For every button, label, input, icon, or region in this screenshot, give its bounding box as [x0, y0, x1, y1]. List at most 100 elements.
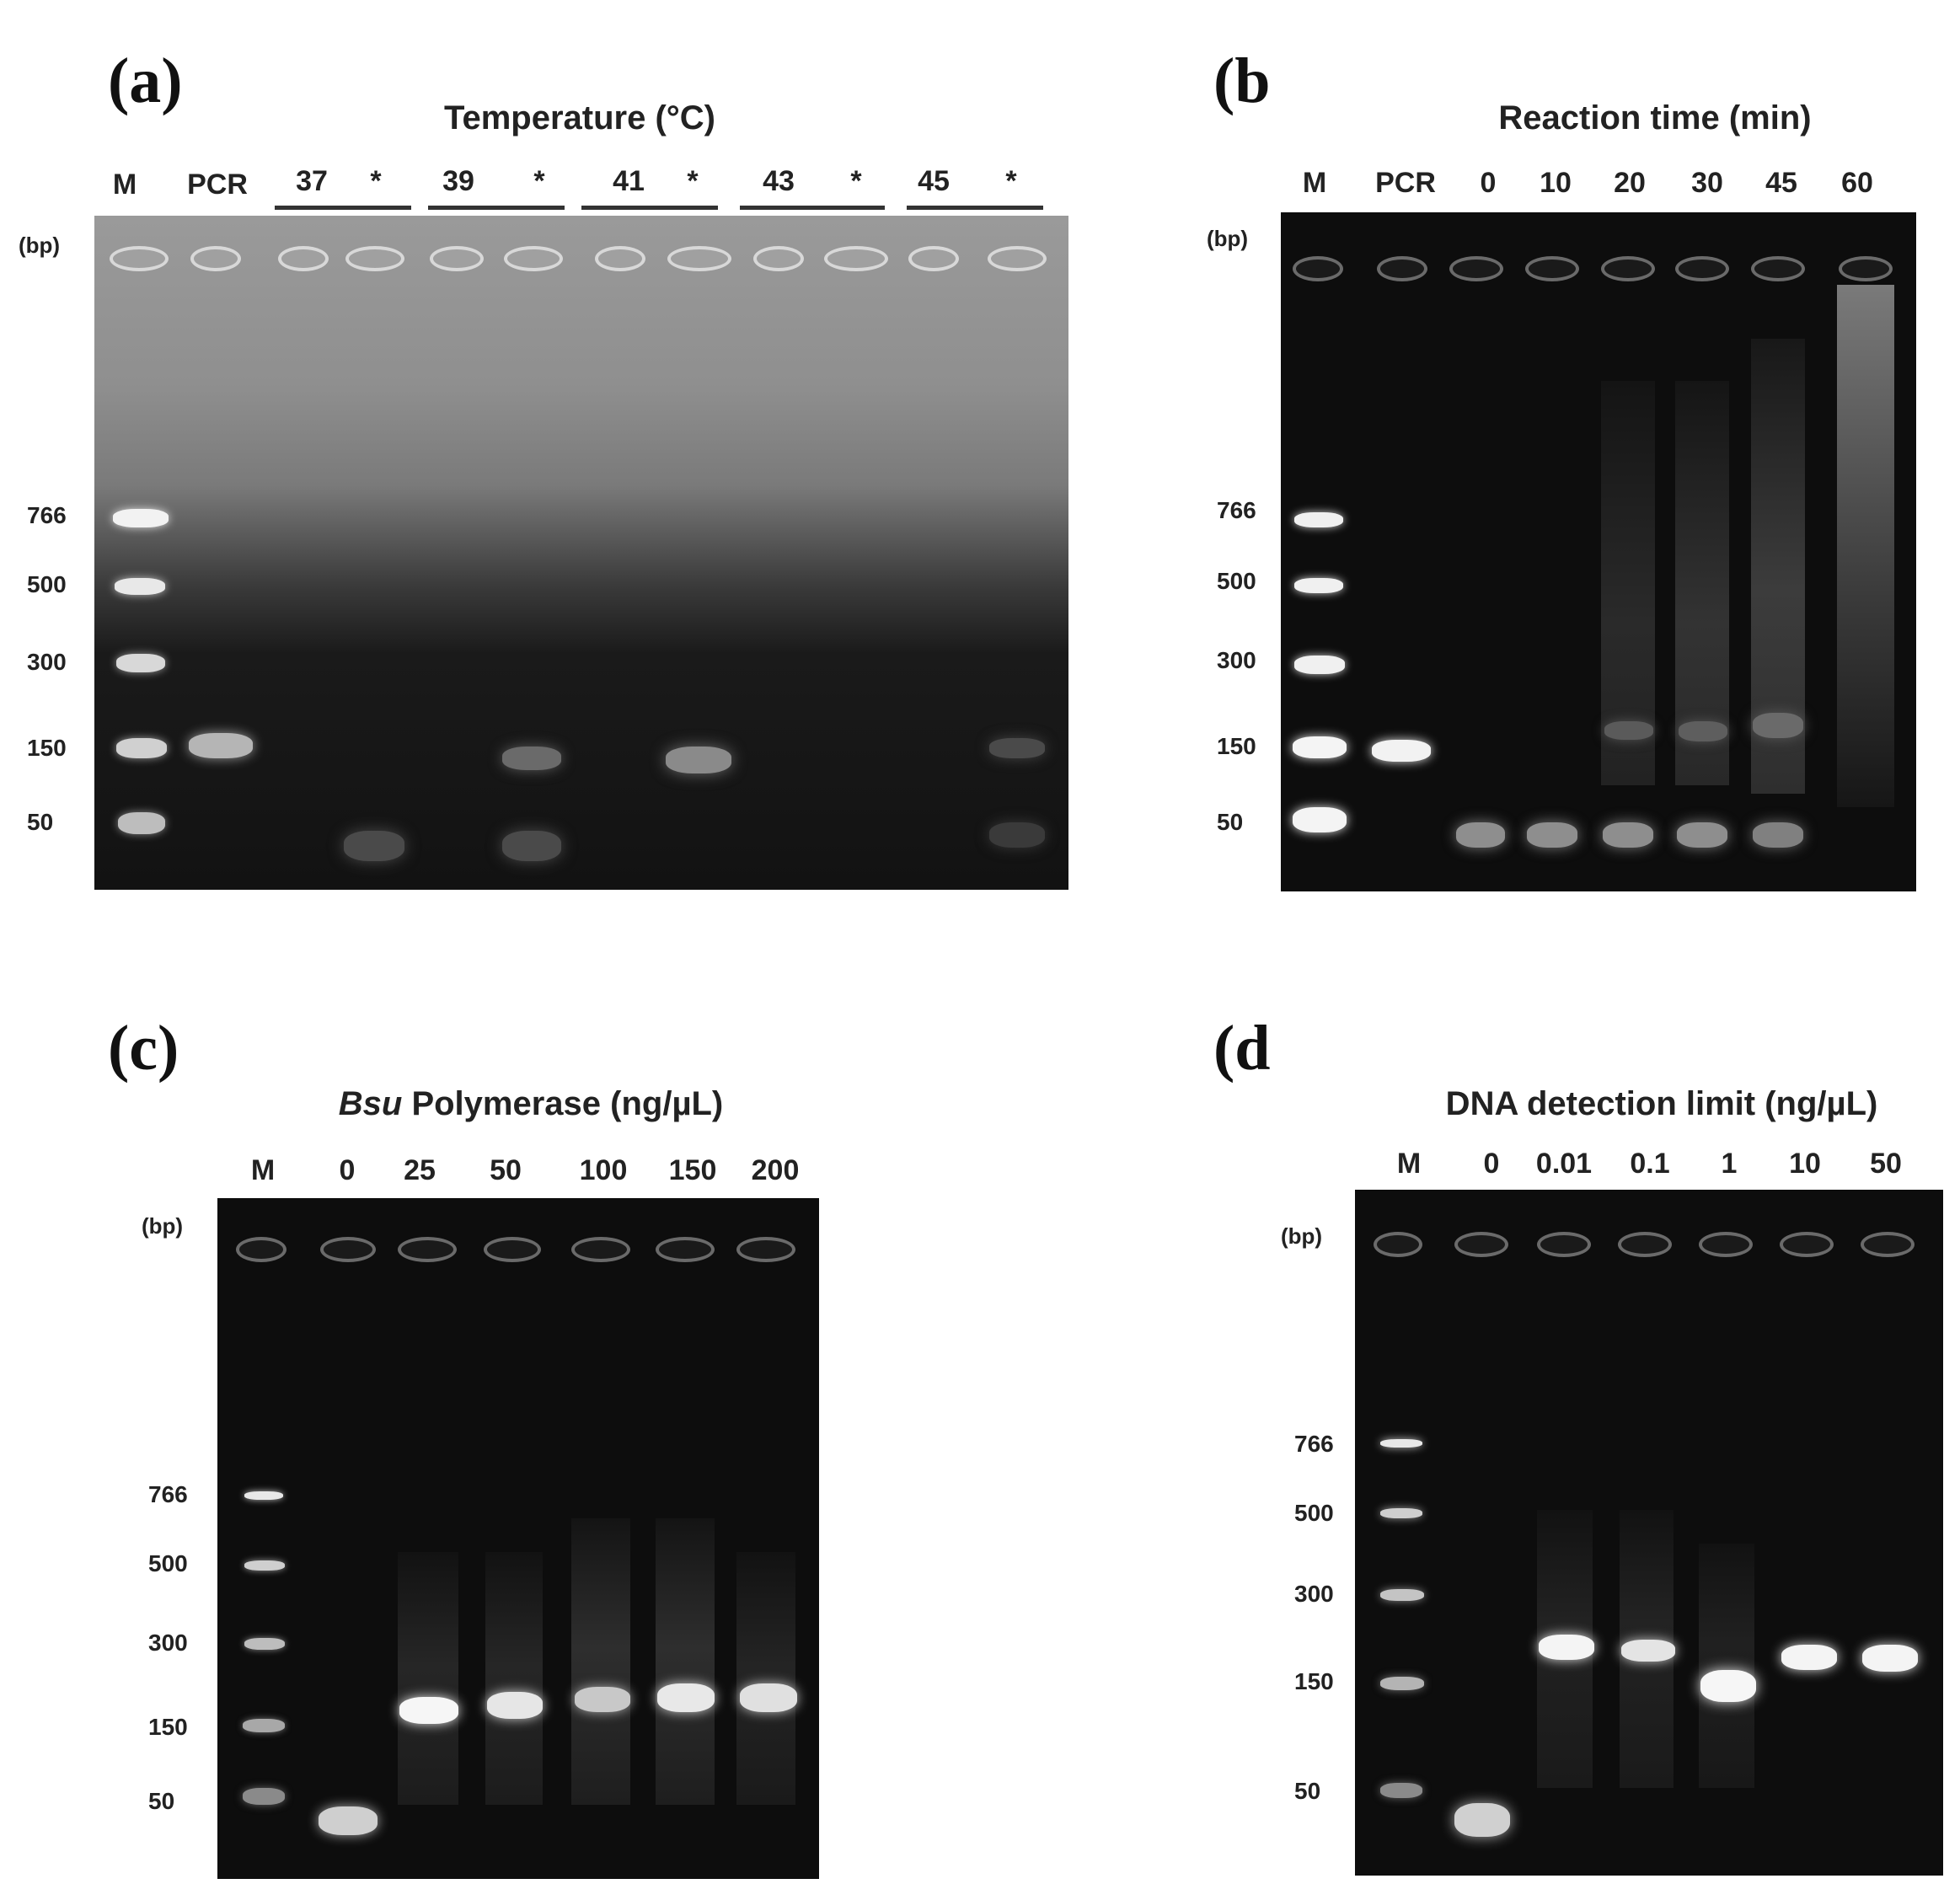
panel-c-gel-image [217, 1198, 819, 1879]
product-band [399, 1697, 458, 1724]
primer-dimer-band [1677, 822, 1727, 848]
panel-b-size-150: 150 [1217, 733, 1256, 759]
product-band [575, 1687, 630, 1712]
panel-d-size-766: 766 [1294, 1431, 1334, 1457]
ladder-band-50 [243, 1788, 285, 1805]
well [571, 1237, 630, 1262]
panel-d-gel-image [1355, 1190, 1943, 1876]
ladder-band-150 [1293, 736, 1347, 758]
panel-d-lane-10: 10 [1789, 1148, 1821, 1180]
product-band [1781, 1645, 1837, 1670]
well [1293, 256, 1343, 281]
ladder-band-766 [1294, 512, 1343, 527]
panel-b-title: Reaction time (min) [1498, 99, 1812, 136]
ladder-band-766 [113, 509, 169, 527]
panel-c-lane-100: 100 [579, 1154, 628, 1186]
panel-a-lane-43: 43 [763, 165, 795, 197]
well [430, 246, 484, 271]
panel-c-lane-200: 200 [751, 1154, 800, 1186]
well [595, 246, 645, 271]
panel-d-size-50: 50 [1294, 1778, 1321, 1804]
primer-dimer-band [319, 1806, 378, 1835]
product-band [1621, 1640, 1675, 1662]
panel-d-lane-0-1: 0.1 [1630, 1148, 1670, 1180]
well [1699, 1232, 1753, 1257]
panel-c-lane-150: 150 [668, 1154, 717, 1186]
ladder-band-300 [1380, 1589, 1424, 1601]
primer-dimer-band [989, 822, 1045, 848]
panel-d-label: (d [1213, 1013, 1271, 1084]
ladder-band-500 [115, 578, 165, 595]
well [398, 1237, 457, 1262]
panel-d-size-150: 150 [1294, 1668, 1334, 1694]
well [1454, 1232, 1508, 1257]
panel-c-lane-m: M [250, 1154, 276, 1186]
panel-a-underline-45 [907, 206, 1043, 210]
product-band [487, 1692, 543, 1719]
panel-a-lane-41: 41 [613, 165, 645, 197]
primer-dimer-band [1527, 822, 1577, 848]
ladder-band-500 [1294, 578, 1343, 593]
panel-c-title-rest: Polymerase (ng/µL) [402, 1085, 724, 1122]
panel-d-title: DNA detection limit (ng/µL) [1445, 1085, 1878, 1122]
well [110, 246, 169, 271]
ladder-band-766 [244, 1491, 283, 1500]
product-band [502, 747, 561, 770]
well [1839, 256, 1893, 281]
well [656, 1237, 715, 1262]
panel-b-size-50: 50 [1217, 809, 1244, 835]
panel-d-size-500: 500 [1294, 1500, 1334, 1526]
panel-a-lane-41-star: * [687, 165, 699, 197]
primer-dimer-band [1603, 822, 1653, 848]
panel-c-label: (c) [108, 1013, 179, 1084]
pcr-band [189, 733, 253, 758]
well [1861, 1232, 1914, 1257]
well [190, 246, 241, 271]
panel-a-bp-unit: (bp) [19, 233, 61, 258]
product-band [1753, 713, 1803, 738]
ladder-band-766 [1380, 1439, 1422, 1448]
panel-c-title-italic: Bsu [338, 1085, 403, 1122]
well [753, 246, 804, 271]
well [667, 246, 731, 271]
well [1601, 256, 1655, 281]
panel-a-size-300: 300 [27, 649, 67, 675]
panel-d-size-300: 300 [1294, 1581, 1334, 1607]
panel-b-label: (b [1213, 45, 1271, 116]
well [1374, 1232, 1422, 1257]
panel-a-underline-41 [581, 206, 718, 210]
panel-c-lane-50: 50 [490, 1154, 522, 1186]
panel-a-size-766: 766 [27, 502, 67, 528]
panel-b-size-500: 500 [1217, 568, 1256, 594]
panel-d-lane-m: M [1396, 1148, 1422, 1180]
product-band [657, 1683, 715, 1712]
well [824, 246, 888, 271]
panel-d-lane-0: 0 [1483, 1148, 1500, 1180]
panel-d-lane-50: 50 [1870, 1148, 1902, 1180]
smear [485, 1552, 543, 1805]
well [1618, 1232, 1672, 1257]
panel-d-lane-1: 1 [1721, 1148, 1738, 1180]
panel-a-lane-45: 45 [918, 165, 950, 197]
panel-a-lane-39-star: * [533, 165, 545, 197]
panel-b-size-766: 766 [1217, 497, 1256, 523]
ladder-band-300 [116, 654, 165, 672]
well [908, 246, 959, 271]
panel-b-gel-image [1281, 212, 1916, 891]
panel-a-size-150: 150 [27, 735, 67, 761]
panel-a-label: (a) [108, 45, 183, 116]
well [484, 1237, 541, 1262]
primer-dimer-band [1753, 822, 1803, 848]
panel-a-lane-pcr: PCR [187, 169, 248, 201]
panel-c-size-766: 766 [148, 1481, 188, 1507]
ladder-band-150 [243, 1719, 285, 1732]
product-band [989, 738, 1045, 758]
smear [1601, 381, 1655, 785]
product-band [666, 747, 731, 773]
ladder-band-50 [118, 812, 165, 834]
panel-d-lane-0-01: 0.01 [1535, 1148, 1593, 1180]
product-band [740, 1683, 797, 1712]
panel-a-lane-37: 37 [296, 165, 328, 197]
well [1377, 256, 1427, 281]
panel-c-lane-25: 25 [404, 1154, 436, 1186]
